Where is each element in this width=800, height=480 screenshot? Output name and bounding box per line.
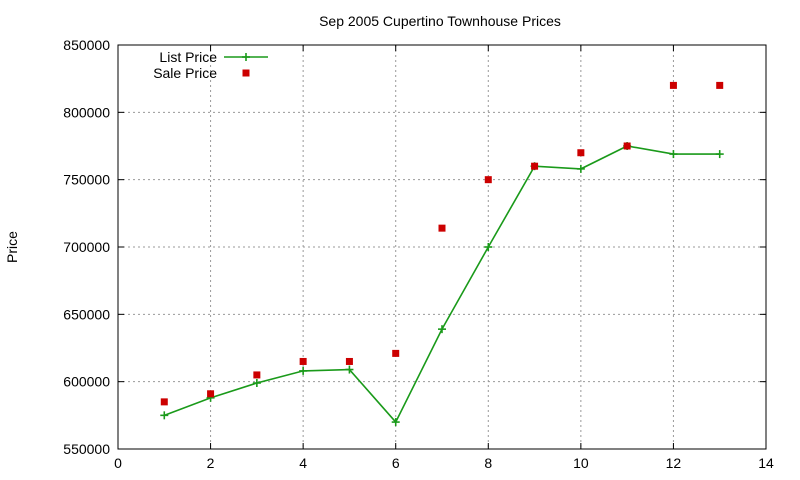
x-tick-label: 12 — [666, 455, 682, 471]
x-tick-label: 4 — [299, 455, 307, 471]
list-price-point — [299, 366, 308, 375]
y-tick-label: 850000 — [63, 37, 110, 53]
sale-price-point — [207, 390, 215, 398]
list-price-point — [715, 150, 724, 159]
sale-price-point — [484, 176, 492, 184]
list-price-point — [484, 243, 493, 251]
x-tick-label: 10 — [573, 455, 589, 471]
ticks-layer: 0 2 4 6 8 10 12 14 550000 600000 650000 700000 75000… — [63, 37, 774, 471]
list-price-point — [160, 411, 169, 420]
grid-layer — [118, 45, 766, 449]
y-tick-label: 550000 — [63, 441, 110, 457]
x-tick-label: 2 — [207, 455, 215, 471]
list-price-line — [164, 145, 720, 424]
legend-square-key — [242, 69, 250, 77]
y-tick-label: 800000 — [63, 104, 110, 120]
y-tick-label: 650000 — [63, 306, 110, 322]
x-tick-label: 8 — [484, 455, 492, 471]
sale-price-point — [623, 142, 631, 150]
sale-price-point — [392, 349, 400, 357]
series-layer — [160, 81, 724, 427]
y-tick-label: 600000 — [63, 374, 110, 390]
list-price-point — [576, 164, 585, 173]
sale-price-point — [160, 398, 168, 406]
legend-plus-key — [242, 53, 250, 61]
list-price-point — [345, 365, 354, 374]
sale-price-point — [577, 149, 585, 157]
sale-price-point — [531, 162, 539, 170]
x-tick-label: 0 — [114, 455, 122, 471]
list-price-point — [252, 379, 261, 388]
y-axis-label: Price — [4, 231, 20, 263]
sale-price-point — [716, 81, 724, 89]
chart-title: Sep 2005 Cupertino Townhouse Prices — [319, 13, 561, 29]
x-tick-label: 14 — [758, 455, 774, 471]
legend-label: List Price — [159, 49, 217, 65]
x-tick-label: 6 — [392, 455, 400, 471]
legend-label: Sale Price — [153, 65, 217, 81]
list-price-point — [669, 150, 678, 159]
list-price-point — [438, 325, 446, 334]
sale-price-point — [253, 371, 261, 379]
sale-price-point — [669, 81, 677, 89]
series-list-price — [160, 142, 724, 427]
sale-price-point — [299, 357, 307, 365]
y-tick-label: 700000 — [63, 239, 110, 255]
sale-price-point — [438, 224, 446, 232]
sale-price-point — [345, 357, 353, 365]
y-tick-label: 750000 — [63, 172, 110, 188]
list-price-point — [391, 418, 400, 427]
series-sale-price — [160, 81, 724, 406]
